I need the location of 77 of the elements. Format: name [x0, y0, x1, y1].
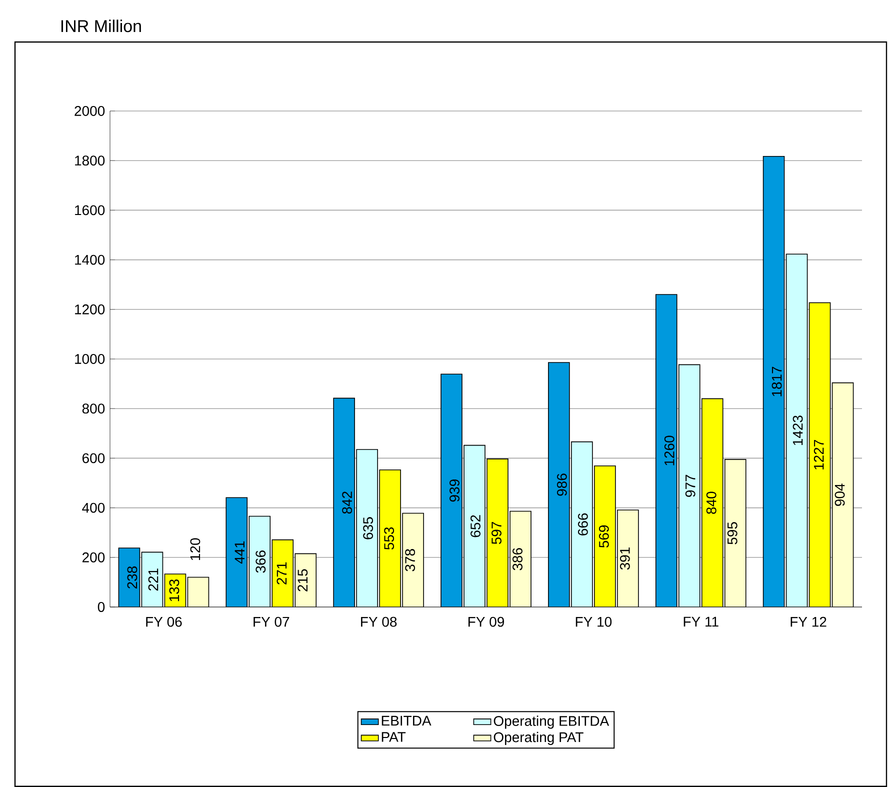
bar: [510, 510, 532, 607]
data-label: 120: [190, 538, 200, 560]
data-label: 986: [556, 474, 567, 496]
bar: [594, 465, 616, 607]
data-label: 1817: [772, 366, 782, 396]
data-label: 441: [234, 541, 244, 564]
y-tick-label: 1600: [75, 205, 105, 216]
x-tick-label: FY 10: [576, 616, 612, 627]
x-tick-label: FY 12: [790, 616, 826, 627]
y-tick-label: 800: [82, 404, 105, 414]
bar: [118, 548, 140, 607]
legend-label: Operating EBITDA: [494, 716, 610, 729]
bar: [571, 441, 593, 607]
bar: [548, 362, 570, 607]
legend-label: PAT: [382, 732, 406, 742]
data-label: 1260: [664, 436, 674, 466]
data-label: 904: [834, 484, 845, 506]
y-tick-label: 2000: [74, 106, 105, 116]
chart-title: INR Million: [61, 20, 141, 32]
bar: [832, 382, 854, 607]
bar: [786, 254, 808, 607]
bar: [701, 398, 724, 607]
data-label: 1227: [814, 440, 824, 470]
data-label: 597: [492, 522, 502, 544]
bar: [486, 458, 508, 607]
y-tick-label: 600: [82, 453, 105, 464]
data-label: 652: [470, 515, 480, 538]
data-label: 378: [405, 549, 416, 572]
x-tick-label: FY 06: [146, 616, 182, 627]
y-tick-label: 400: [82, 502, 105, 513]
y-tick-label: 1000: [75, 354, 105, 364]
bar: [226, 497, 248, 607]
bar: [402, 512, 424, 607]
data-label: 238: [127, 566, 138, 588]
data-label: 133: [169, 579, 180, 602]
bar: [762, 156, 785, 607]
data-label: 842: [342, 492, 352, 514]
data-label: 1423: [792, 416, 803, 446]
data-label: 569: [598, 525, 609, 548]
data-label: 386: [512, 548, 522, 570]
x-tick-label: FY 08: [361, 616, 397, 627]
data-label: 977: [685, 474, 696, 497]
y-tick-label: 0: [98, 602, 105, 612]
data-label: 939: [450, 480, 460, 502]
y-tick-label: 200: [82, 552, 105, 562]
bar: [187, 576, 210, 607]
y-tick-label: 1400: [75, 254, 105, 265]
x-tick-label: FY 11: [684, 616, 718, 626]
bar: [655, 294, 678, 607]
bar: [724, 459, 746, 607]
x-tick-label: FY 07: [254, 616, 290, 627]
bar: [333, 398, 355, 607]
y-tick-label: 1800: [75, 156, 105, 166]
bar: [808, 302, 831, 607]
data-label: 840: [706, 492, 716, 514]
bar: [617, 510, 639, 607]
legend-label: EBITDA: [382, 716, 432, 726]
data-label: 553: [384, 527, 394, 550]
bar: [248, 516, 271, 607]
bar: [379, 469, 401, 607]
data-label: 666: [578, 513, 588, 536]
bar: [440, 374, 462, 607]
data-label: 595: [727, 522, 738, 544]
bar: [678, 364, 700, 607]
data-label: 366: [256, 550, 266, 573]
bar: [141, 552, 164, 607]
x-tick-label: FY 09: [468, 616, 504, 627]
data-label: 215: [298, 569, 308, 592]
data-label: 391: [620, 548, 630, 570]
bar: [272, 539, 294, 607]
legend-label: Operating PAT: [494, 732, 584, 745]
data-label: 635: [363, 517, 374, 540]
y-tick-label: 1200: [75, 304, 105, 314]
data-label: 221: [148, 568, 158, 591]
data-label: 271: [276, 562, 287, 584]
bar: [356, 449, 378, 607]
bar: [464, 444, 486, 607]
